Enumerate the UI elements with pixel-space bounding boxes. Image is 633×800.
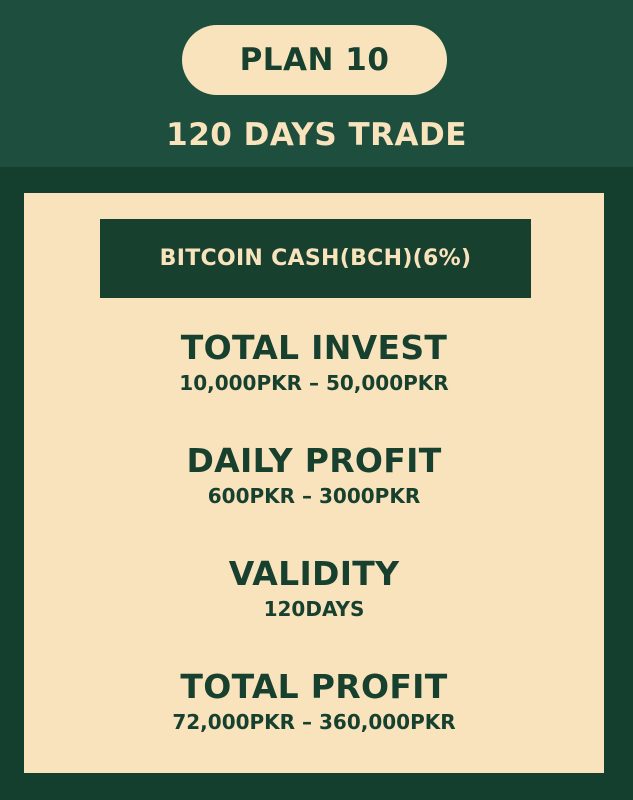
validity-value: 120DAYS (263, 597, 365, 621)
total-invest-value: 10,000PKR – 50,000PKR (179, 371, 449, 395)
trade-duration-title: 120 DAYS TRADE (166, 117, 467, 153)
total-profit-section: TOTAL PROFIT 72,000PKR – 360,000PKR (24, 667, 604, 735)
validity-section: VALIDITY 120DAYS (24, 554, 604, 622)
plan-details-card: BITCOIN CASH(BCH)(6%) TOTAL INVEST 10,00… (24, 193, 604, 773)
plan-badge: PLAN 10 (182, 25, 447, 95)
daily-profit-value: 600PKR – 3000PKR (207, 484, 421, 508)
total-profit-value: 72,000PKR – 360,000PKR (172, 710, 456, 734)
daily-profit-section: DAILY PROFIT 600PKR – 3000PKR (24, 441, 604, 509)
total-invest-label: TOTAL INVEST (180, 328, 448, 367)
total-invest-section: TOTAL INVEST 10,000PKR – 50,000PKR (24, 328, 604, 396)
validity-label: VALIDITY (228, 554, 400, 593)
header-band: PLAN 10 120 DAYS TRADE (0, 0, 633, 167)
total-profit-label: TOTAL PROFIT (180, 667, 448, 706)
coin-banner: BITCOIN CASH(BCH)(6%) (100, 219, 531, 298)
daily-profit-label: DAILY PROFIT (186, 441, 442, 480)
